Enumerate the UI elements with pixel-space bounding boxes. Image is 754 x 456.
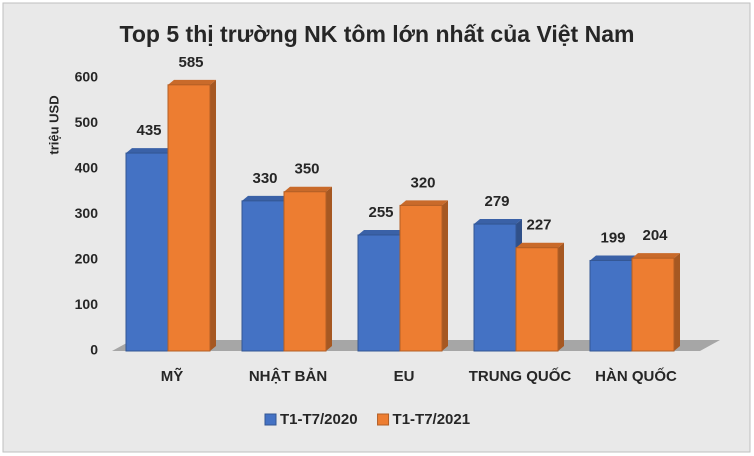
bar — [125, 152, 169, 352]
value-label: 320 — [410, 174, 435, 191]
bar — [241, 200, 285, 352]
bar-side — [326, 186, 332, 351]
bar-top — [632, 253, 680, 259]
x-tick-label: NHẬT BẢN — [249, 367, 327, 385]
value-label: 279 — [484, 193, 509, 210]
y-tick-label: 0 — [90, 342, 98, 358]
bar — [357, 234, 401, 352]
bar-top — [516, 242, 564, 248]
bar-side — [210, 79, 216, 351]
x-tick-label: HÀN QUỐC — [595, 367, 677, 385]
x-tick-label: MỸ — [161, 367, 184, 385]
x-tick-label: TRUNG QUỐC — [469, 367, 572, 385]
bar-top — [284, 186, 332, 192]
legend-label: T1-T7/2021 — [393, 411, 471, 428]
value-label: 227 — [526, 217, 551, 234]
bar — [473, 223, 517, 352]
bar-top — [358, 229, 406, 235]
x-tick-label: EU — [394, 368, 415, 385]
legend-swatch — [377, 413, 390, 426]
value-label: 350 — [294, 161, 319, 178]
legend-label: T1-T7/2020 — [280, 411, 358, 428]
y-tick-label: 100 — [75, 296, 99, 312]
value-label: 435 — [136, 122, 161, 139]
bar-side — [558, 242, 564, 351]
value-label: 199 — [600, 229, 625, 246]
bar-top — [242, 195, 290, 201]
value-label: 585 — [178, 54, 203, 71]
bar-side — [674, 253, 680, 351]
legend-swatch — [264, 413, 277, 426]
bar — [631, 257, 675, 352]
y-tick-label: 500 — [75, 114, 99, 130]
bar — [283, 191, 327, 352]
bar-top — [126, 148, 174, 154]
bar-top — [400, 200, 448, 206]
y-tick-label: 300 — [75, 205, 99, 221]
value-label: 204 — [642, 227, 668, 244]
bar-top — [168, 79, 216, 85]
bar — [515, 247, 559, 352]
y-tick-label: 400 — [75, 160, 99, 176]
y-axis-label: triệu USD — [46, 95, 61, 154]
value-label: 255 — [368, 204, 393, 221]
bar — [399, 204, 443, 352]
chart-title: Top 5 thị trường NK tôm lớn nhất của Việ… — [120, 21, 635, 47]
y-tick-label: 200 — [75, 251, 99, 267]
value-label: 330 — [252, 170, 277, 187]
bar-top — [474, 219, 522, 225]
bar-side — [442, 200, 448, 351]
bar-top — [590, 255, 638, 261]
bar — [589, 259, 633, 352]
y-tick-label: 600 — [75, 69, 99, 85]
bar — [167, 84, 211, 352]
